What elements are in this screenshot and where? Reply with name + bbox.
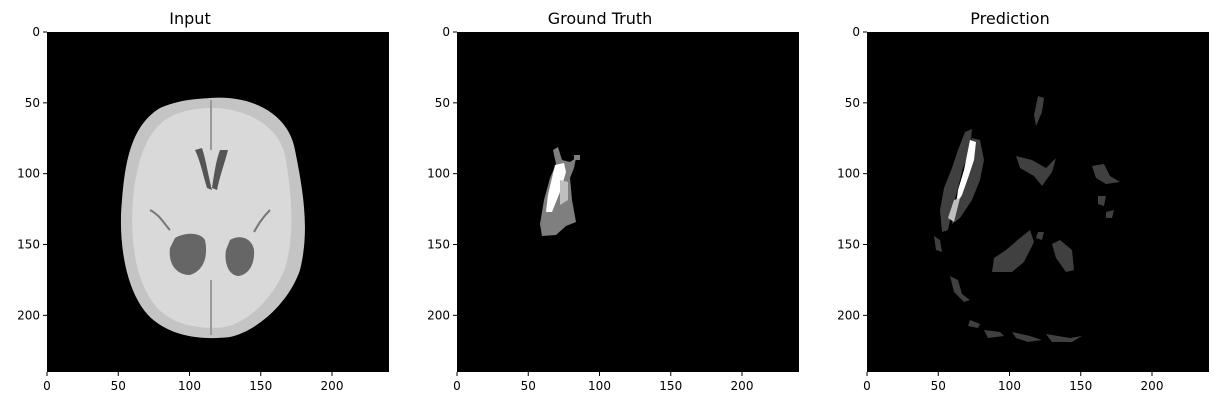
y-axis: 0 50 100 150 200 [427, 25, 457, 322]
panel-prediction: Prediction 0 50 100 150 200 0 50 100 150 2 [820, 0, 1209, 407]
x-tick-label: 100 [178, 379, 201, 393]
prediction-plot: 0 50 100 150 200 0 50 100 150 200 [837, 25, 1209, 393]
y-tick-label: 50 [25, 96, 40, 110]
x-axis: 0 50 100 150 200 [453, 372, 753, 393]
panel-title: Input [169, 9, 211, 28]
panel-title: Prediction [970, 9, 1050, 28]
x-tick-label: 200 [321, 379, 344, 393]
y-tick-label: 200 [427, 308, 450, 322]
ground-truth-plot: 0 50 100 150 200 0 50 100 150 200 [427, 25, 799, 393]
x-tick-label: 100 [588, 379, 611, 393]
x-tick-label: 50 [521, 379, 536, 393]
x-tick-label: 150 [1069, 379, 1092, 393]
y-tick-label: 0 [32, 25, 40, 39]
panel-input: Input 0 50 100 150 200 0 50 100 150 200 [0, 0, 389, 407]
panel-title: Ground Truth [547, 9, 653, 28]
x-tick-label: 0 [43, 379, 51, 393]
panel-ground-truth: Ground Truth 0 50 100 150 200 0 50 100 150 200 [410, 0, 799, 407]
y-axis: 0 50 100 150 200 [17, 25, 47, 322]
brain-mri-image [120, 97, 305, 339]
input-plot: 0 50 100 150 200 0 50 100 150 200 [17, 25, 389, 393]
y-tick-label: 150 [837, 238, 860, 252]
y-tick-label: 50 [845, 96, 860, 110]
y-tick-label: 100 [427, 167, 450, 181]
x-tick-label: 50 [111, 379, 126, 393]
x-tick-label: 150 [659, 379, 682, 393]
x-tick-label: 0 [863, 379, 871, 393]
y-tick-label: 0 [852, 25, 860, 39]
y-axis: 0 50 100 150 200 [837, 25, 867, 322]
x-tick-label: 150 [249, 379, 272, 393]
ground-truth-mask [540, 147, 580, 236]
x-tick-label: 200 [1141, 379, 1164, 393]
y-tick-label: 50 [435, 96, 450, 110]
y-tick-label: 150 [427, 238, 450, 252]
x-tick-label: 50 [931, 379, 946, 393]
y-tick-label: 150 [17, 238, 40, 252]
y-tick-label: 0 [442, 25, 450, 39]
axes-background [867, 32, 1209, 372]
x-axis: 0 50 100 150 200 [863, 372, 1163, 393]
x-axis: 0 50 100 150 200 [43, 372, 343, 393]
y-tick-label: 100 [17, 167, 40, 181]
y-tick-label: 200 [837, 308, 860, 322]
x-tick-label: 200 [731, 379, 754, 393]
y-tick-label: 100 [837, 167, 860, 181]
axes-background [457, 32, 799, 372]
prediction-mask [934, 96, 1120, 342]
x-tick-label: 0 [453, 379, 461, 393]
y-tick-label: 200 [17, 308, 40, 322]
x-tick-label: 100 [998, 379, 1021, 393]
